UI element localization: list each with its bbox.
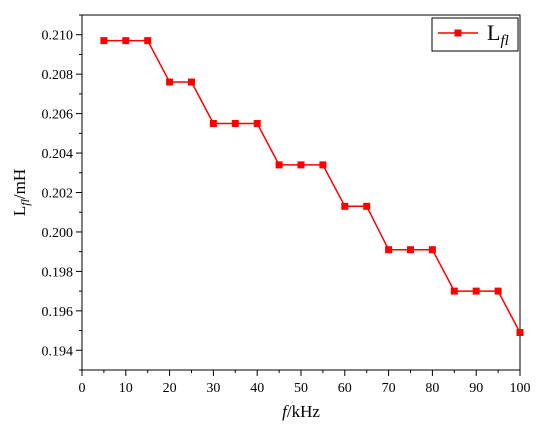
y-tick-label: 0.210 xyxy=(42,29,74,44)
data-point xyxy=(275,161,283,169)
legend-box xyxy=(431,17,519,52)
x-tick-label: 10 xyxy=(119,381,133,396)
data-point xyxy=(450,287,458,295)
y-tick-label: 0.198 xyxy=(42,265,74,280)
y-tick-label: 0.208 xyxy=(42,68,74,83)
legend-label: Lfl xyxy=(487,20,509,49)
y-tick-label: 0.206 xyxy=(42,108,74,123)
data-point xyxy=(407,246,414,254)
y-axis: 0.194 0.196 0.198 0.200 0.202 0.204 0.206 0.208… xyxy=(42,14,82,371)
data-point xyxy=(516,329,524,337)
y-tick-label: 0.200 xyxy=(42,226,74,241)
x-axis-label: f/kHz xyxy=(282,402,320,421)
x-tick-label: 50 xyxy=(294,381,308,396)
x-tick-label: 60 xyxy=(338,381,352,396)
x-tick-label: 80 xyxy=(425,381,439,396)
data-point xyxy=(385,246,393,254)
data-point xyxy=(166,78,174,86)
y-axis-label-unit: /mH xyxy=(10,169,29,199)
data-point xyxy=(100,37,108,45)
series-line xyxy=(103,39,521,333)
data-point xyxy=(319,161,327,169)
legend-marker xyxy=(454,29,462,37)
y-tick-label: 0.194 xyxy=(42,344,74,359)
x-tick-label: 0 xyxy=(79,381,86,396)
data-point xyxy=(209,119,217,127)
data-point xyxy=(122,37,130,45)
y-axis-label: Lfl/mH xyxy=(10,169,32,216)
data-point xyxy=(363,202,371,210)
x-axis: 0 10 20 30 40 50 60 70 80 90 100 xyxy=(79,370,531,396)
x-tick-label: 70 xyxy=(382,381,396,396)
y-tick-label: 0.196 xyxy=(42,305,74,320)
x-tick-label: 20 xyxy=(163,381,177,396)
x-tick-label: 100 xyxy=(510,381,531,396)
data-point xyxy=(231,119,239,127)
y-tick-label: 0.204 xyxy=(42,147,74,162)
x-tick-label: 40 xyxy=(250,381,264,396)
data-point xyxy=(341,202,349,210)
data-point xyxy=(297,161,305,169)
y-axis-label-main: L xyxy=(10,206,29,216)
plot-frame xyxy=(81,14,521,371)
legend-label-sub: fl xyxy=(500,33,508,49)
data-point xyxy=(494,287,502,295)
y-tick-label: 0.202 xyxy=(42,187,74,202)
y-axis-label-sub: fl xyxy=(18,198,32,205)
x-tick-label: 30 xyxy=(206,381,220,396)
x-tick-label: 90 xyxy=(469,381,483,396)
data-point xyxy=(472,287,480,295)
x-axis-label-unit: /kHz xyxy=(287,402,321,421)
data-point xyxy=(428,246,436,254)
data-point xyxy=(188,78,195,86)
data-point xyxy=(144,37,152,45)
data-point xyxy=(253,119,261,127)
x-axis-label-italic: f xyxy=(282,402,289,421)
legend-label-main: L xyxy=(487,20,500,45)
series-group xyxy=(100,37,524,337)
legend: Lfl xyxy=(431,17,519,52)
